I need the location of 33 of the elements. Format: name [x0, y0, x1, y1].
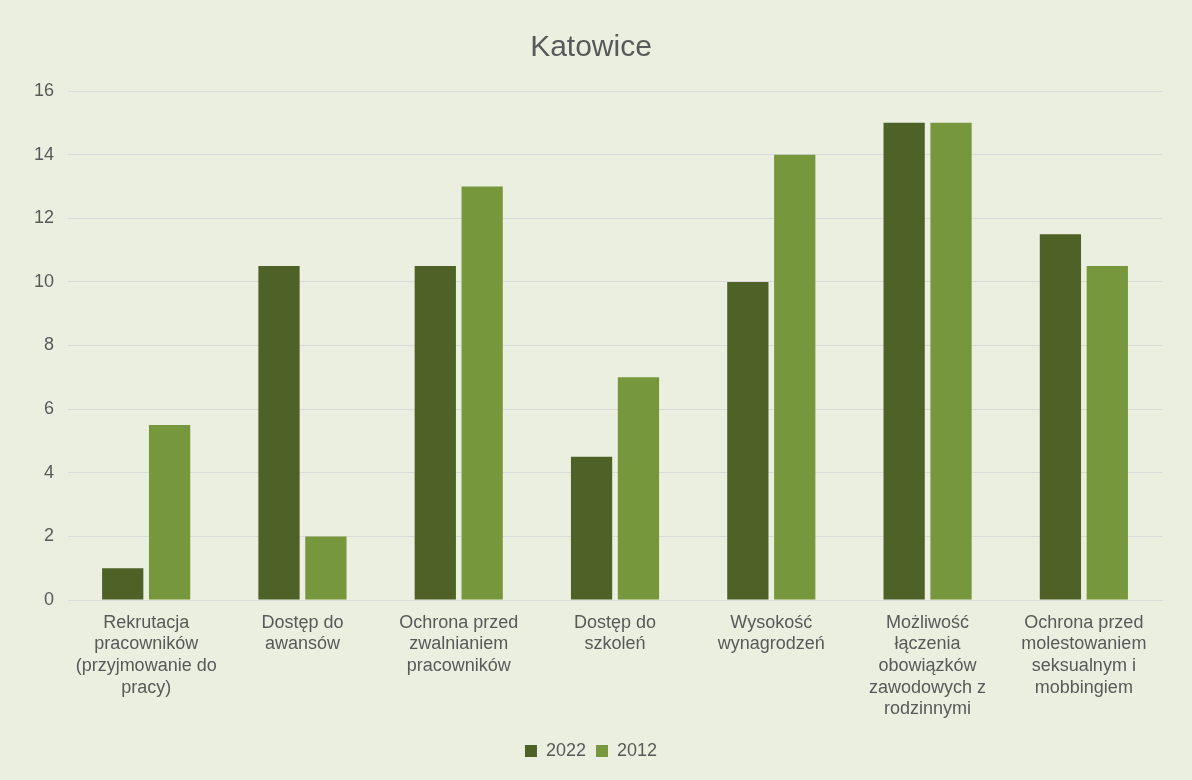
y-tick-label: 16	[33, 79, 55, 100]
legend-label: 2012	[617, 739, 658, 760]
x-tick-label: Wysokość wynagrodzeń	[716, 611, 825, 654]
x-tick-label: Ochrona przed zwalnianiem pracowników	[399, 611, 519, 675]
x-tick-label: Dostęp do szkoleń	[573, 611, 657, 654]
bar	[883, 122, 925, 600]
bar	[930, 122, 972, 600]
x-tick-label: Rekrutacja pracowników (przyjmowanie do pracy)	[75, 611, 217, 697]
x-tick-label: Dostęp do awansów	[261, 611, 344, 654]
x-tick-label: Możliwość łączenia obowiązków zawodowych z rodzinnymi	[869, 611, 987, 719]
bar	[305, 536, 347, 600]
bar	[1086, 265, 1128, 600]
bar	[1039, 234, 1082, 600]
y-tick-label: 0	[44, 588, 55, 609]
bar	[774, 154, 816, 600]
y-tick-label: 6	[44, 398, 55, 419]
y-tick-label: 14	[33, 143, 55, 164]
y-tick-label: 12	[33, 207, 55, 228]
bar	[727, 281, 769, 600]
bar	[617, 377, 660, 600]
bar	[102, 568, 144, 600]
y-tick-label: 10	[33, 270, 55, 291]
bar	[148, 425, 191, 600]
bar	[414, 265, 456, 600]
legend-label: 2022	[545, 739, 586, 760]
y-tick-label: 2	[44, 525, 55, 546]
chart-title: Katowice	[530, 29, 652, 63]
y-tick-label: 8	[44, 334, 55, 355]
bar	[461, 186, 503, 600]
x-tick-label: Ochrona przed molestowaniem seksualnym i mobbingiem	[1021, 611, 1147, 697]
bar	[258, 265, 300, 600]
y-tick-label: 4	[44, 461, 55, 482]
bar	[570, 456, 613, 600]
